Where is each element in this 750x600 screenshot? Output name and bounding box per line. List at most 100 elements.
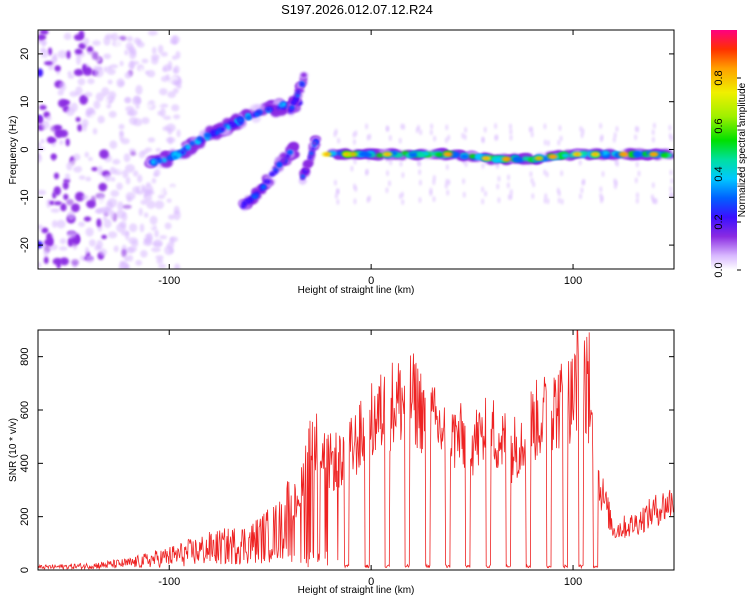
- spectrogram-blob: [352, 138, 356, 145]
- spectrogram-blob: [41, 227, 49, 234]
- spectrogram-blob: [444, 182, 448, 189]
- spectrogram-blob: [43, 256, 49, 264]
- spectrogram-blob: [124, 255, 129, 263]
- spectrogram-blob: [95, 208, 103, 214]
- spectrogram-blob: [580, 187, 584, 194]
- spectrogram-blob: [133, 118, 143, 127]
- spectrogram-blob: [464, 127, 468, 134]
- spectrogram-blob: [116, 209, 126, 219]
- spectrogram-blob: [637, 170, 641, 177]
- spectrogram-blob: [462, 191, 466, 198]
- spectrogram-blob: [82, 37, 90, 46]
- spectrogram-blob: [38, 189, 47, 196]
- spectrogram-blob: [46, 198, 51, 209]
- colorbar-axes: 0.0 0.2 0.4 0.6 0.8: [713, 70, 741, 278]
- spectrogram-blob: [429, 190, 433, 197]
- spectrogram-y-tick-label: -10: [19, 189, 31, 205]
- spectrogram-blob: [375, 153, 384, 158]
- spectrogram-blob: [38, 34, 47, 41]
- spectrogram-blob: [58, 246, 68, 251]
- spectrogram-blob: [385, 187, 389, 194]
- spectrogram-blob: [312, 141, 317, 146]
- spectrogram-y-label: Frequency (Hz): [8, 116, 19, 185]
- spectrogram-blob: [137, 174, 143, 183]
- spectrogram-blob: [126, 110, 135, 116]
- spectrogram-blob: [219, 126, 226, 132]
- spectrogram-blob: [196, 136, 203, 142]
- spectrogram-blob: [189, 140, 196, 146]
- spectrogram-blob: [253, 103, 266, 112]
- spectrogram-blob: [166, 155, 173, 161]
- spectrogram-blob: [111, 32, 119, 42]
- spectrogram-blob: [599, 122, 603, 129]
- spectrogram-blob: [88, 239, 96, 247]
- spectrogram-blob: [129, 223, 138, 233]
- spectrogram-blob: [158, 263, 167, 269]
- spectrogram-blob: [132, 170, 139, 177]
- spectrogram-blob: [110, 176, 116, 182]
- spectrogram-blob: [543, 139, 547, 146]
- spectrogram-blob: [614, 159, 618, 166]
- spectrogram-blob: [85, 247, 90, 255]
- snr-y-tick-label: 600: [19, 401, 31, 419]
- spectrogram-blob: [160, 216, 167, 226]
- spectrogram-blob: [263, 179, 269, 184]
- spectrogram-blob: [106, 200, 114, 211]
- spectrogram-blob: [176, 84, 182, 89]
- spectrogram-blob: [578, 159, 582, 166]
- spectrogram-blob: [161, 157, 168, 163]
- spectrogram-blob: [141, 117, 150, 125]
- spectrogram-blob: [668, 124, 672, 131]
- colorbar-tick-label: 0.2: [713, 214, 725, 229]
- spectrogram-blob: [388, 180, 392, 187]
- spectrogram-blob: [124, 49, 129, 56]
- spectrogram-blob: [60, 203, 67, 212]
- spectrogram-blob: [506, 182, 510, 189]
- spectrogram-blob: [112, 158, 121, 165]
- spectrogram-blob: [146, 200, 156, 209]
- spectrogram-blob: [127, 254, 134, 262]
- spectrogram-blob: [92, 40, 101, 46]
- spectrogram-blob: [561, 153, 570, 158]
- spectrogram-blob: [334, 193, 338, 200]
- spectrogram-blob: [78, 30, 85, 40]
- spectrogram-blob: [38, 115, 44, 124]
- spectrogram-blob: [64, 173, 71, 181]
- spectrogram-blob: [496, 183, 500, 190]
- spectrogram-blob: [67, 210, 75, 221]
- spectrogram-blob: [353, 198, 357, 205]
- spectrogram-blob: [529, 171, 533, 178]
- spectrogram-blob: [157, 158, 163, 164]
- spectrogram-blob: [77, 78, 86, 86]
- spectrogram-blob: [71, 203, 80, 213]
- spectrogram-blob: [40, 138, 45, 144]
- spectrogram-blob: [38, 68, 44, 77]
- spectrogram-blob: [483, 126, 487, 133]
- spectrogram-blob: [354, 130, 358, 137]
- spectrogram-blob: [384, 152, 390, 156]
- spectrogram-blob: [97, 165, 103, 176]
- spectrogram-blob: [651, 152, 657, 156]
- spectrogram-blob: [53, 172, 60, 180]
- spectrogram-blob: [66, 198, 74, 206]
- spectrogram-blob: [93, 100, 101, 110]
- spectrogram-blob: [309, 151, 314, 156]
- spectrogram-blob: [109, 261, 117, 269]
- spectrogram-blob: [71, 259, 79, 266]
- spectrogram-blob: [468, 154, 477, 159]
- spectrogram-x-tick-label: 100: [564, 275, 582, 287]
- spectrogram-blob: [81, 119, 89, 127]
- spectrogram-blob: [82, 63, 87, 72]
- spectrogram-blob: [54, 128, 63, 139]
- spectrogram-blob: [85, 255, 95, 264]
- spectrogram-blob: [546, 140, 550, 147]
- spectrogram-blob: [74, 191, 85, 202]
- spectrogram-blob: [599, 186, 603, 193]
- spectrogram-blob: [481, 162, 485, 169]
- spectrogram-blob: [126, 36, 133, 42]
- spectrogram-blob: [324, 152, 330, 156]
- spectrogram-blob: [78, 221, 86, 227]
- spectrogram-blob: [366, 197, 370, 204]
- spectrogram-blob: [91, 166, 98, 172]
- spectrogram-blob: [464, 161, 468, 168]
